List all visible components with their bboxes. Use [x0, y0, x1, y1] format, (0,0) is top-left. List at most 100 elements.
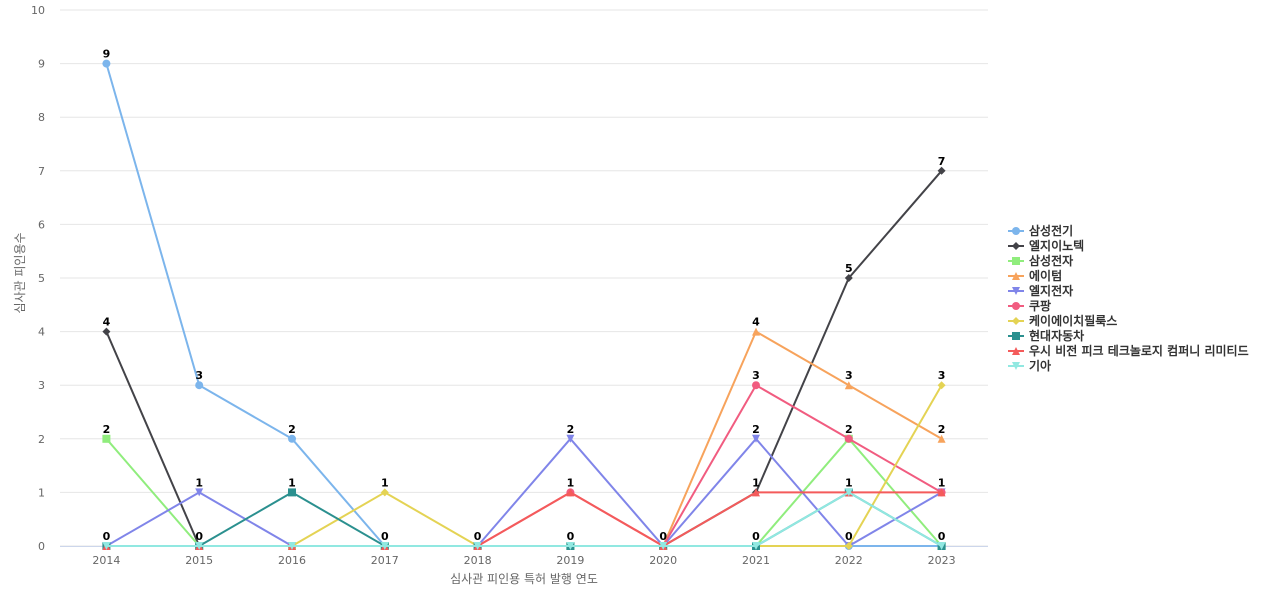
- data-point[interactable]: [844, 542, 853, 550]
- legend-item[interactable]: 엘지이노텍: [1008, 238, 1084, 253]
- legend-marker: [1012, 287, 1020, 295]
- y-axis-title: 심사관 피인용수: [13, 232, 27, 313]
- legend-item[interactable]: 기아: [1008, 358, 1051, 373]
- data-labels: 9 3 2 4 1 5 7 2 4 3 2 1 2 2 1 3 2 1 1 0 3 0 0 1 0 0 0 0 0 1 0: [103, 48, 946, 543]
- data-label: 1: [938, 476, 946, 489]
- data-label: 7: [938, 155, 946, 168]
- x-tick-label: 2015: [185, 554, 213, 567]
- data-point[interactable]: [380, 542, 389, 550]
- data-point[interactable]: [102, 542, 111, 550]
- x-tick-label: 2021: [742, 554, 770, 567]
- data-point[interactable]: [937, 166, 946, 175]
- legend-marker: [1012, 227, 1020, 235]
- y-tick-label: 0: [38, 540, 45, 553]
- legend-label: 에이텀: [1029, 268, 1062, 283]
- data-label: 0: [659, 530, 667, 543]
- data-point[interactable]: [844, 274, 853, 282]
- series-6[interactable]: [102, 381, 946, 550]
- data-label: 4: [103, 316, 111, 329]
- series-10[interactable]: [102, 488, 946, 550]
- y-tick-label: 10: [31, 4, 45, 17]
- data-point[interactable]: [937, 434, 946, 443]
- series-1[interactable]: [102, 59, 946, 550]
- x-tick-label: 2018: [464, 554, 492, 567]
- legend-item[interactable]: 삼성전기: [1008, 223, 1073, 238]
- legend-item[interactable]: 엘지전자: [1008, 283, 1073, 298]
- data-label: 2: [752, 423, 760, 436]
- legend-item[interactable]: 케이에이치필룩스: [1008, 313, 1117, 328]
- x-tick-label: 2014: [92, 554, 120, 567]
- data-label: 1: [567, 476, 575, 489]
- x-axis-ticks: 2014 2015 2016 2017 2018 2019 2020 2021 2022 2023: [92, 554, 955, 567]
- x-tick-label: 2023: [928, 554, 956, 567]
- data-point[interactable]: [752, 542, 760, 550]
- legend-label: 기아: [1029, 358, 1051, 373]
- data-point[interactable]: [659, 542, 668, 550]
- data-point[interactable]: [288, 434, 296, 443]
- data-label: 1: [288, 476, 296, 489]
- data-point[interactable]: [844, 488, 853, 497]
- series-line: [106, 384, 943, 547]
- data-label: 1: [752, 476, 760, 489]
- series-line: [105, 63, 942, 547]
- data-point[interactable]: [844, 434, 853, 443]
- data-point[interactable]: [752, 327, 760, 336]
- data-label: 0: [845, 530, 853, 543]
- data-label: 0: [103, 530, 111, 543]
- data-point[interactable]: [752, 381, 760, 390]
- series-line: [106, 491, 943, 547]
- y-tick-label: 4: [38, 326, 45, 339]
- data-label: 5: [845, 262, 853, 275]
- data-label: 0: [474, 530, 482, 543]
- data-point[interactable]: [752, 434, 760, 443]
- data-point[interactable]: [195, 381, 204, 390]
- gridlines: [60, 9, 988, 547]
- x-tick-label: 2020: [649, 554, 677, 567]
- legend-item[interactable]: 삼성전자: [1008, 253, 1073, 268]
- data-point[interactable]: [566, 488, 575, 497]
- legend-item[interactable]: 에이텀: [1008, 268, 1062, 283]
- series-line: [105, 170, 943, 547]
- legend-label: 쿠팡: [1029, 298, 1051, 313]
- data-point[interactable]: [195, 542, 204, 550]
- data-point[interactable]: [844, 381, 853, 390]
- legend-marker: [1012, 302, 1020, 310]
- data-point[interactable]: [937, 542, 946, 550]
- data-point[interactable]: [102, 434, 111, 443]
- data-point[interactable]: [288, 488, 296, 497]
- legend-label: 우시 비전 피크 테크놀로지 컴퍼니 리미티드: [1029, 343, 1249, 358]
- legend-item[interactable]: 현대자동차: [1008, 328, 1084, 343]
- data-label: 0: [195, 530, 203, 543]
- legend-marker: [1012, 317, 1020, 325]
- data-point[interactable]: [566, 542, 575, 550]
- data-label: 3: [938, 369, 946, 382]
- data-point[interactable]: [566, 434, 575, 443]
- data-point[interactable]: [195, 488, 204, 497]
- data-point[interactable]: [380, 488, 389, 497]
- legend-label: 엘지전자: [1029, 283, 1073, 298]
- data-point[interactable]: [102, 327, 111, 336]
- x-tick-label: 2022: [835, 554, 863, 567]
- legend-label: 삼성전기: [1029, 223, 1073, 238]
- x-tick-label: 2016: [278, 554, 306, 567]
- legend-item[interactable]: 우시 비전 피크 테크놀로지 컴퍼니 리미티드: [1008, 343, 1249, 358]
- legend-label: 삼성전자: [1029, 253, 1073, 268]
- data-point[interactable]: [473, 542, 482, 550]
- data-label: 3: [845, 369, 853, 382]
- series-7[interactable]: [102, 381, 946, 550]
- data-point[interactable]: [102, 59, 111, 68]
- data-label: 2: [567, 423, 575, 436]
- legend-item[interactable]: 쿠팡: [1008, 298, 1051, 313]
- x-tick-label: 2019: [556, 554, 584, 567]
- legend-marker: [1012, 332, 1020, 340]
- data-point[interactable]: [288, 542, 296, 550]
- data-point[interactable]: [937, 381, 946, 390]
- data-label: 0: [752, 530, 760, 543]
- y-axis-ticks: 0 1 2 3 4 5 6 7 8 9 10: [31, 4, 45, 553]
- series-line: [106, 384, 943, 547]
- data-point[interactable]: [752, 488, 760, 497]
- data-point[interactable]: [937, 488, 946, 497]
- series-9[interactable]: [102, 488, 946, 550]
